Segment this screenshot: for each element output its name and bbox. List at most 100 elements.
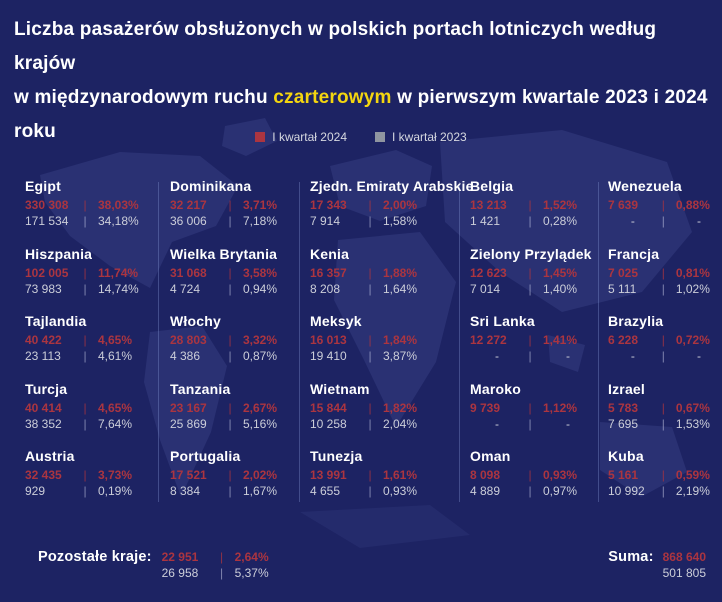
country-name: Maroko — [470, 380, 521, 397]
values-2023: 7 014 | 1,40% — [470, 281, 608, 297]
country-card: Egipt 330 308 | 38,03% 171 534 | 34,18% — [25, 178, 170, 246]
share-2024: 4,65% — [98, 400, 133, 415]
values-2023: 10 258 | 2,04% — [310, 416, 470, 432]
share-2023: 1,67% — [243, 484, 278, 498]
sum-2024: 868 640 — [662, 550, 706, 564]
values-2024: 17 521 | 2,02% — [170, 467, 310, 483]
country-name: Sri Lanka — [470, 313, 535, 329]
passengers-2023: 4 889 — [470, 484, 501, 498]
share-2023: 0,94% — [243, 281, 278, 296]
country-card: Dominikana 32 217 | 3,71% 36 006 | 7,18% — [170, 178, 310, 246]
column-separator — [299, 182, 300, 502]
separator-pipe: | — [83, 198, 87, 212]
separator-pipe: | — [83, 484, 87, 498]
country-grid: Egipt 330 308 | 38,03% 171 534 | 34,18% Hisz… — [25, 178, 722, 516]
share-2024: 3,71% — [243, 198, 278, 212]
share-2023: 4,61% — [98, 349, 133, 363]
share-2024: 1,88% — [383, 265, 418, 280]
values-2024: 17 343 | 2,00% — [310, 197, 470, 213]
passengers-2024: 5 783 — [608, 400, 639, 415]
country-card: Oman 8 098 | 0,93% 4 889 | 0,97% — [470, 448, 608, 516]
separator-pipe: | — [528, 198, 532, 212]
separator-pipe: | — [83, 416, 87, 431]
separator-pipe: | — [528, 484, 532, 498]
share-2024: 1,84% — [383, 333, 418, 347]
passengers-2024: 16 013 — [310, 333, 347, 347]
values-2024: 40 414 | 4,65% — [25, 400, 170, 416]
separator-pipe: | — [661, 484, 665, 498]
share-2024: 2,67% — [243, 400, 278, 415]
share-2023: 0,19% — [98, 484, 133, 498]
passengers-2023: 4 724 — [170, 281, 201, 296]
legend-label-2024: I kwartał 2024 — [272, 130, 347, 144]
legend-swatch-2024-icon — [255, 132, 266, 142]
share-2023: 1,53% — [675, 416, 710, 431]
values-2023: 8 208 | 1,64% — [310, 281, 470, 297]
share-2023: - — [566, 416, 570, 431]
share-2024: 2,00% — [383, 198, 418, 212]
share-2023: 3,87% — [383, 349, 418, 363]
separator-pipe: | — [228, 198, 232, 212]
country-card: Maroko 9 739 | 1,12% - | - — [470, 381, 608, 449]
country-name: Meksyk — [310, 313, 362, 329]
share-2024: 0,81% — [675, 265, 710, 280]
country-name: Francja — [608, 245, 660, 262]
passengers-2023: 8 208 — [310, 281, 341, 296]
country-card: Meksyk 16 013 | 1,84% 19 410 | 3,87% — [310, 313, 470, 381]
separator-pipe: | — [368, 333, 372, 347]
passengers-2024: 31 068 — [170, 265, 207, 280]
separator-pipe: | — [228, 416, 232, 431]
share-2024: 1,45% — [543, 265, 578, 280]
country-name: Izrael — [608, 380, 645, 397]
separator-pipe: | — [661, 400, 665, 415]
values-2023: 19 410 | 3,87% — [310, 348, 470, 364]
sum-2023: 501 805 — [662, 566, 706, 580]
passengers-2023: - — [495, 416, 499, 431]
share-2023: 1,02% — [675, 281, 710, 296]
values-2024: 16 357 | 1,88% — [310, 265, 470, 281]
country-name: Portugalia — [170, 448, 241, 464]
legend-item-2023: I kwartał 2023 — [375, 130, 467, 144]
country-card: Hiszpania 102 005 | 11,74% 73 983 | 14,74% — [25, 246, 170, 314]
country-card: Sri Lanka 12 272 | 1,41% - | - — [470, 313, 608, 381]
separator-pipe: | — [83, 333, 87, 347]
country-card: Zielony Przylądek 12 623 | 1,45% 7 014 | 1,4… — [470, 246, 608, 314]
country-card: Belgia 13 213 | 1,52% 1 421 | 0,28% — [470, 178, 608, 246]
separator-pipe: | — [228, 400, 232, 415]
passengers-2024: 32 217 — [170, 198, 207, 212]
country-card: Kuba 5 161 | 0,59% 10 992 | 2,19% — [608, 448, 722, 516]
passengers-2024: 23 167 — [170, 400, 207, 415]
values-2023: 4 655 | 0,93% — [310, 483, 470, 499]
separator-pipe: | — [661, 281, 665, 296]
separator-pipe: | — [83, 468, 87, 482]
values-2023: 73 983 | 14,74% — [25, 281, 170, 297]
share-2023: 5,16% — [243, 416, 278, 431]
country-card: Włochy 28 803 | 3,32% 4 386 | 0,87% — [170, 313, 310, 381]
passengers-2023: 38 352 — [25, 416, 62, 431]
country-name: Wielka Brytania — [170, 245, 278, 262]
separator-pipe: | — [528, 333, 532, 347]
passengers-2023: 25 869 — [170, 416, 207, 431]
share-2024: 1,52% — [543, 198, 578, 212]
passengers-2023: 19 410 — [310, 349, 347, 363]
country-name: Dominikana — [170, 178, 252, 194]
separator-pipe: | — [528, 281, 532, 296]
separator-pipe: | — [228, 484, 232, 498]
separator-pipe: | — [83, 214, 87, 228]
share-2024: 3,58% — [243, 265, 278, 280]
values-2024: 8 098 | 0,93% — [470, 467, 608, 483]
country-name: Tunezja — [310, 448, 363, 464]
country-name: Zjedn. Emiraty Arabskie — [310, 178, 474, 194]
share-2024: 1,82% — [383, 400, 418, 415]
passengers-2023: 23 113 — [25, 349, 61, 363]
sum-label: Suma: — [608, 549, 654, 565]
country-name: Wietnam — [310, 380, 370, 397]
passengers-2024: 16 357 — [310, 265, 347, 280]
legend-swatch-2023-icon — [375, 132, 385, 142]
separator-pipe: | — [661, 198, 665, 212]
separator-pipe: | — [368, 281, 372, 296]
passengers-2023: 4 655 — [310, 484, 341, 498]
others-label: Pozostałe kraje: — [38, 549, 152, 565]
share-2023: 2,19% — [675, 484, 710, 498]
title-highlight: czarterowym — [273, 87, 392, 108]
